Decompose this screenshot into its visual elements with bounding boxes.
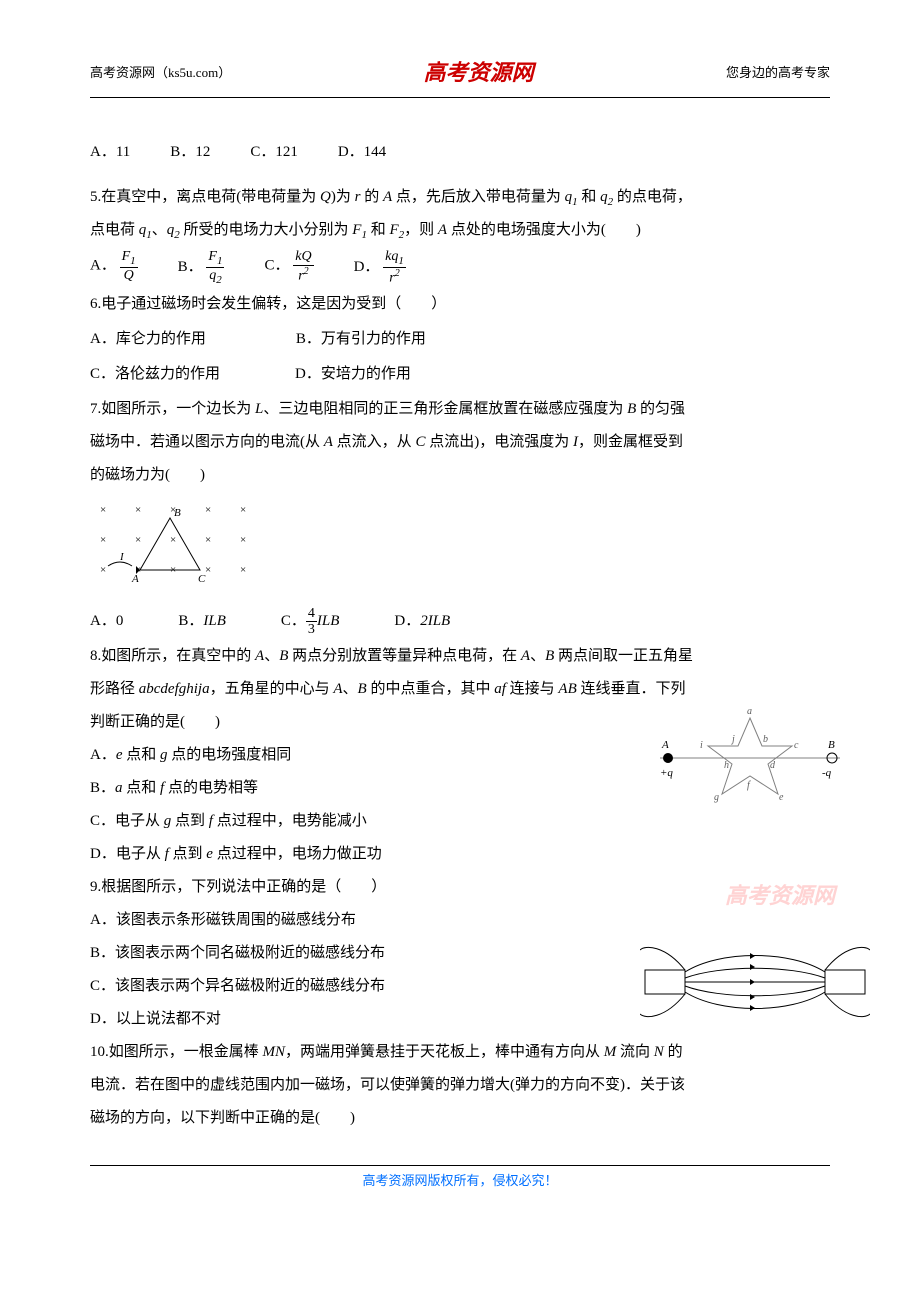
svg-text:A: A	[661, 739, 669, 751]
q5-options: A． F1Q B． F1q2 C． kQr2 D． kq1r2	[90, 249, 830, 286]
svg-text:f: f	[747, 780, 751, 791]
q4-option-b: B．12	[170, 136, 210, 169]
page-footer: 高考资源网版权所有，侵权必究！	[90, 1170, 830, 1189]
svg-text:C: C	[198, 573, 206, 585]
q5-option-a: A． F1Q	[90, 249, 138, 286]
svg-text:×: ×	[100, 504, 106, 516]
svg-text:×: ×	[135, 534, 141, 546]
header-right: 您身边的高考专家	[726, 62, 830, 81]
svg-text:h: h	[724, 760, 729, 771]
q8-option-d: D．电子从 f 点到 e 点过程中，电场力做正功	[90, 838, 830, 871]
svg-text:×: ×	[170, 534, 176, 546]
q7-figure: ××××× ××××× ××××× B A C I	[90, 498, 830, 601]
svg-text:×: ×	[100, 534, 106, 546]
svg-text:+q: +q	[660, 767, 673, 779]
svg-text:-q: -q	[822, 767, 832, 779]
svg-text:g: g	[714, 792, 719, 803]
q7-option-c: C．43ILB	[281, 605, 340, 638]
svg-text:×: ×	[240, 534, 246, 546]
svg-text:×: ×	[240, 564, 246, 576]
q8-figure: A B +q -q a b c d e f g h i	[650, 698, 850, 831]
q4-option-a: A．11	[90, 136, 130, 169]
svg-text:A: A	[131, 573, 139, 585]
svg-text:d: d	[770, 760, 776, 771]
q5-stem: 5.在真空中，离点电荷(带电荷量为 Q)为 r 的 A 点，先后放入带电荷量为 …	[90, 181, 830, 214]
q7-stem-line2: 磁场中．若通以图示方向的电流(从 A 点流入，从 C 点流出)，电流强度为 I，…	[90, 426, 830, 459]
q6-options-row2: C．洛伦兹力的作用 D．安培力的作用	[90, 358, 830, 391]
svg-text:×: ×	[240, 504, 246, 516]
footer-divider	[90, 1165, 830, 1166]
q7-option-d: D．2ILB	[394, 605, 450, 638]
q7-option-b: B．ILB	[178, 605, 226, 638]
watermark: 高考资源网	[725, 872, 835, 920]
q6-options-row1: A．库仑力的作用 B．万有引力的作用	[90, 323, 830, 356]
q10-line2: 电流．若在图中的虚线范围内加一磁场，可以使弹簧的弹力增大(弹力的方向不变)．关于…	[90, 1069, 830, 1102]
q4-options: A．11 B．12 C．121 D．144	[90, 136, 830, 169]
q7-stem: 7.如图所示，一个边长为 L、三边电阻相同的正三角形金属框放置在磁感应强度为 B…	[90, 393, 830, 426]
q6-option-b: B．万有引力的作用	[296, 323, 426, 356]
q5-option-b: B． F1q2	[178, 249, 225, 286]
svg-text:×: ×	[100, 564, 106, 576]
svg-text:e: e	[779, 792, 784, 803]
q8-stem: 8.如图所示，在真空中的 A、B 两点分别放置等量异种点电荷，在 A、B 两点间…	[90, 640, 830, 673]
header-left: 高考资源网（ks5u.com）	[90, 62, 231, 81]
q9-figure	[640, 920, 870, 1053]
q6-option-c: C．洛伦兹力的作用	[90, 358, 220, 391]
header-divider	[90, 97, 830, 98]
svg-text:b: b	[763, 734, 768, 745]
q5-option-d: D． kq1r2	[354, 249, 406, 286]
svg-text:B: B	[828, 739, 835, 751]
svg-text:c: c	[794, 740, 799, 751]
svg-text:j: j	[730, 734, 735, 745]
q6-option-a: A．库仑力的作用	[90, 323, 206, 356]
q6-stem: 6.电子通过磁场时会发生偏转，这是因为受到（ ）	[90, 288, 830, 321]
q5-option-c: C． kQr2	[264, 249, 313, 286]
q10-line3: 磁场的方向，以下判断中正确的是( )	[90, 1102, 830, 1135]
page-header: 高考资源网（ks5u.com） 高考资源网 您身边的高考专家	[90, 55, 830, 87]
q4-option-c: C．121	[250, 136, 298, 169]
svg-text:i: i	[700, 740, 703, 751]
svg-text:a: a	[747, 706, 752, 717]
svg-text:×: ×	[205, 564, 211, 576]
svg-text:×: ×	[205, 504, 211, 516]
q9-stem: 9.根据图所示，下列说法中正确的是（ ）	[90, 871, 830, 904]
svg-text:I: I	[119, 551, 125, 563]
q7-option-a: A．0	[90, 605, 123, 638]
svg-text:×: ×	[205, 534, 211, 546]
svg-text:×: ×	[135, 504, 141, 516]
svg-text:B: B	[174, 507, 181, 519]
q7-stem-line3: 的磁场力为( )	[90, 459, 830, 492]
q5-stem-line2: 点电荷 q1、q2 所受的电场力大小分别为 F1 和 F2，则 A 点处的电场强…	[90, 214, 830, 247]
q4-option-d: D．144	[338, 136, 386, 169]
q6-option-d: D．安培力的作用	[295, 358, 411, 391]
header-center-logo: 高考资源网	[424, 55, 534, 87]
q7-options: A．0 B．ILB C．43ILB D．2ILB	[90, 605, 830, 638]
